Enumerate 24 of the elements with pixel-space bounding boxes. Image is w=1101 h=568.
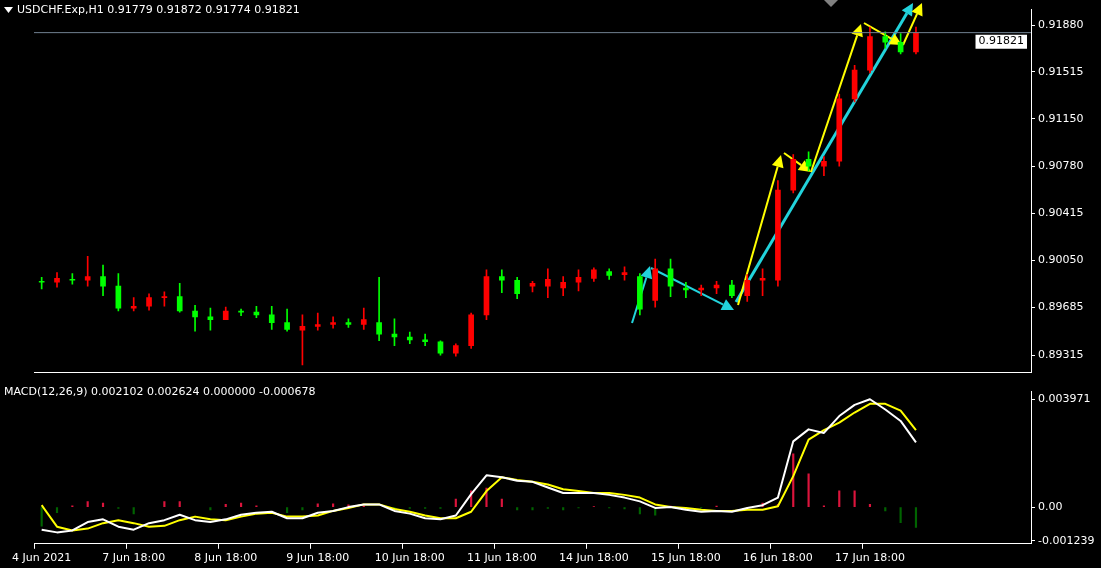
x-tick-label: 8 Jun 18:00 (194, 551, 258, 565)
chart-title: MACD(12,26,9) 0.002102 0.002624 0.000000 -0.000678 (4, 385, 316, 398)
ref-line-label: 0.91821 (978, 34, 1025, 48)
x-tick-label: 14 Jun 18:00 (558, 551, 629, 565)
y-tick-label: 0.00 (1038, 499, 1063, 513)
x-tick-label: 15 Jun 18:00 (650, 551, 721, 565)
x-tick-label: 17 Jun 18:00 (835, 551, 905, 565)
x-tick-label: 16 Jun 18:00 (742, 551, 813, 565)
y-tick-label: 0.91880 (1038, 17, 1084, 31)
y-tick-label: 0.90415 (1038, 206, 1084, 220)
y-tick-label: 0.003971 (1038, 392, 1091, 406)
y-tick-label: -0.001239 (1038, 533, 1095, 547)
x-tick-label: 9 Jun 18:00 (286, 551, 350, 565)
y-tick-label: 0.91515 (1038, 64, 1084, 78)
x-tick-label: 11 Jun 18:00 (466, 551, 537, 565)
y-tick-label: 0.89315 (1038, 347, 1084, 361)
y-tick-label: 0.91150 (1038, 111, 1084, 125)
chart-title: USDCHF.Exp,H1 0.91779 0.91872 0.91774 0.91821 (17, 3, 300, 16)
x-tick-label: 4 Jun 2021 (12, 551, 72, 565)
y-tick-label: 0.89685 (1038, 300, 1084, 314)
y-tick-label: 0.90780 (1038, 159, 1084, 173)
y-tick-label: 0.90050 (1038, 253, 1084, 267)
x-tick-label: 7 Jun 18:00 (102, 551, 166, 565)
x-tick-label: 10 Jun 18:00 (374, 551, 445, 565)
